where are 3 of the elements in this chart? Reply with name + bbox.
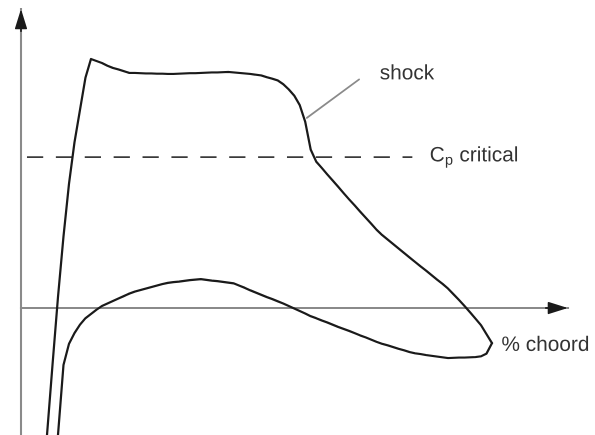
x-axis-title: % choord [502,336,588,352]
ref-line-label: C$_{p}$ critical [430,146,518,168]
annotation: shock [380,64,434,80]
